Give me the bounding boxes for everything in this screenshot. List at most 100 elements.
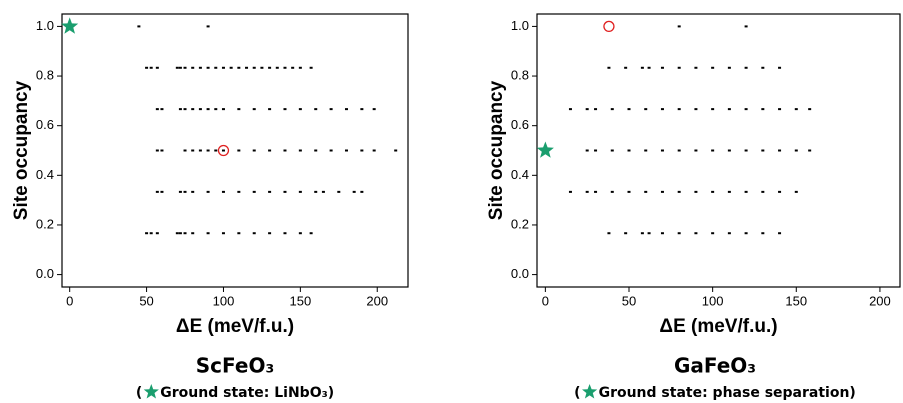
point	[778, 66, 782, 69]
x-tick-label: 50	[139, 293, 153, 308]
point	[761, 232, 765, 235]
point	[761, 108, 765, 111]
panel: 0.0 0.2 0.4 0.6 0.8 1.0 0 50 100 150 200 ΔE (meV/f.…	[486, 13, 901, 401]
point	[594, 190, 598, 193]
point	[298, 190, 302, 193]
point	[660, 108, 664, 111]
point	[237, 149, 241, 152]
point	[640, 232, 644, 235]
x-tick-label: 200	[366, 293, 388, 308]
point	[694, 190, 698, 193]
point	[283, 108, 287, 111]
point	[344, 108, 348, 111]
point	[677, 108, 681, 111]
point	[291, 66, 295, 69]
y-tick-label: 0.8	[511, 67, 529, 82]
point	[808, 108, 812, 111]
point	[344, 149, 348, 152]
plot-frame	[536, 13, 901, 288]
point	[221, 190, 225, 193]
point	[694, 108, 698, 111]
point	[647, 66, 651, 69]
point	[727, 190, 731, 193]
point	[727, 232, 731, 235]
point	[744, 190, 748, 193]
point	[337, 190, 341, 193]
plot-frame	[61, 13, 409, 288]
y-tick-label: 1.0	[36, 18, 54, 33]
point	[761, 149, 765, 152]
point	[298, 149, 302, 152]
point	[711, 190, 715, 193]
point	[329, 149, 333, 152]
note-text: Ground state: LiNbO₃)	[160, 385, 334, 401]
point	[372, 108, 376, 111]
highlight-circle	[217, 144, 230, 157]
point	[275, 66, 279, 69]
note-star-icon	[143, 384, 159, 399]
point	[183, 66, 187, 69]
point	[252, 232, 256, 235]
note-star-icon	[582, 384, 598, 399]
point	[155, 149, 159, 152]
point	[309, 66, 313, 69]
point	[221, 232, 225, 235]
point	[178, 232, 182, 235]
point	[394, 149, 398, 152]
point	[149, 66, 153, 69]
y-tick-label: 0.0	[511, 266, 529, 281]
note-open: (	[136, 385, 142, 401]
y-tick-label: 0.2	[511, 216, 529, 231]
point	[627, 149, 631, 152]
point	[607, 232, 611, 235]
point	[283, 232, 287, 235]
point	[252, 66, 256, 69]
point	[160, 190, 164, 193]
point	[221, 108, 225, 111]
x-axis-label: ΔE (meV/f.u.)	[176, 316, 294, 337]
point	[206, 25, 210, 28]
point	[314, 108, 318, 111]
x-tick-label: 150	[785, 293, 807, 308]
point	[298, 66, 302, 69]
point	[229, 66, 233, 69]
point	[198, 66, 202, 69]
point	[309, 232, 313, 235]
point	[237, 66, 241, 69]
point	[711, 66, 715, 69]
point	[214, 149, 218, 152]
point	[372, 149, 376, 152]
point	[149, 232, 153, 235]
point	[214, 108, 218, 111]
point	[298, 108, 302, 111]
point	[329, 108, 333, 111]
point	[660, 190, 664, 193]
point	[191, 190, 195, 193]
point	[694, 66, 698, 69]
point	[352, 190, 356, 193]
point	[191, 232, 195, 235]
point	[155, 232, 159, 235]
point	[744, 108, 748, 111]
point	[237, 232, 241, 235]
point	[206, 108, 210, 111]
point	[206, 66, 210, 69]
point	[585, 149, 589, 152]
point	[268, 108, 272, 111]
point	[794, 190, 798, 193]
point	[198, 108, 202, 111]
point	[794, 149, 798, 152]
point	[778, 149, 782, 152]
point	[677, 149, 681, 152]
point	[711, 232, 715, 235]
point	[744, 25, 748, 28]
point	[660, 149, 664, 152]
point	[594, 149, 598, 152]
point	[178, 108, 182, 111]
point	[677, 190, 681, 193]
point	[145, 66, 149, 69]
point	[252, 108, 256, 111]
point	[607, 66, 611, 69]
point	[183, 108, 187, 111]
